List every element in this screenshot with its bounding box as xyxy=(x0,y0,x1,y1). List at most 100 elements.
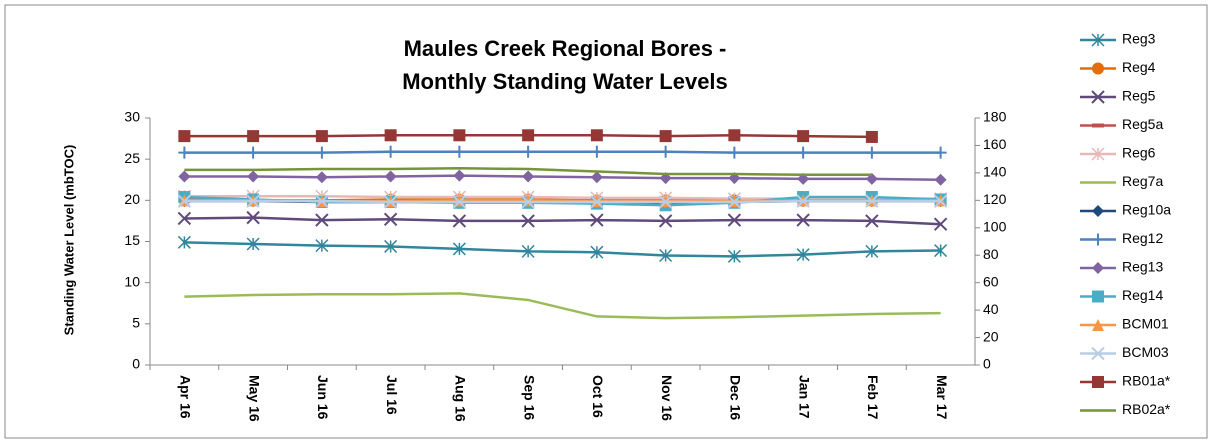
legend-marker xyxy=(1092,319,1104,331)
series-line xyxy=(184,241,941,258)
data-point xyxy=(865,244,879,258)
series-line xyxy=(184,199,941,204)
series-line xyxy=(184,292,941,320)
y-tick-label: 20 xyxy=(124,191,140,207)
legend-marker xyxy=(1092,205,1104,217)
x-tick-label: Jan 17 xyxy=(796,375,812,419)
data-point xyxy=(659,130,672,143)
data-point xyxy=(246,237,260,251)
data-point xyxy=(659,248,673,263)
data-point xyxy=(728,146,741,159)
y-tick-label: 5 xyxy=(132,315,140,331)
data-point xyxy=(521,244,535,258)
legend-label: Reg10a xyxy=(1122,202,1171,218)
data-point xyxy=(177,211,192,226)
data-point xyxy=(178,130,191,143)
legend-marker xyxy=(1092,233,1104,246)
data-point xyxy=(452,214,467,228)
series-line xyxy=(184,166,872,177)
data-point xyxy=(383,212,398,226)
legend-marker xyxy=(1091,147,1105,161)
y-tick-label: 10 xyxy=(124,273,140,289)
legend-label: RB02a* xyxy=(1122,401,1171,417)
data-point xyxy=(452,195,467,209)
data-point xyxy=(865,130,878,143)
data-point xyxy=(590,195,604,209)
series-line xyxy=(184,216,941,226)
data-point xyxy=(797,146,810,159)
y-tick-label: 25 xyxy=(124,150,140,166)
data-point xyxy=(452,242,466,256)
x-tick-label: Jul 16 xyxy=(384,375,400,415)
y2-tick-label: 40 xyxy=(983,301,999,317)
x-tick-label: Oct 16 xyxy=(590,375,606,418)
y2-tick-label: 160 xyxy=(983,136,1007,152)
data-point xyxy=(590,129,603,142)
series-line xyxy=(184,194,941,200)
data-point xyxy=(727,249,741,263)
data-point xyxy=(590,245,604,259)
y2-tick-label: 120 xyxy=(983,191,1007,207)
y-tick-label: 0 xyxy=(132,356,140,372)
y2-tick-label: 100 xyxy=(983,218,1007,234)
legend-label: Reg3 xyxy=(1122,31,1156,47)
data-point xyxy=(590,171,603,184)
y2-tick-label: 60 xyxy=(983,273,999,289)
data-point xyxy=(384,170,397,183)
y2-tick-label: 140 xyxy=(983,164,1007,180)
data-point xyxy=(453,169,466,182)
data-point xyxy=(315,194,329,208)
data-point xyxy=(933,194,948,208)
data-point xyxy=(796,248,810,262)
data-point xyxy=(797,130,810,143)
data-point xyxy=(453,194,466,207)
legend-marker xyxy=(1092,62,1104,75)
data-point xyxy=(247,146,260,159)
legend-label: Reg7a xyxy=(1122,173,1163,189)
legend-marker xyxy=(1092,376,1104,388)
data-point xyxy=(384,129,397,142)
data-point xyxy=(590,145,603,158)
data-point xyxy=(315,213,329,227)
data-point xyxy=(246,194,260,208)
legend-label: Reg6 xyxy=(1122,145,1156,161)
legend-label: BCM01 xyxy=(1122,316,1169,332)
data-point xyxy=(315,171,328,184)
data-point xyxy=(521,214,535,228)
data-point xyxy=(796,194,810,208)
data-point xyxy=(384,239,398,253)
x-tick-label: Sep 16 xyxy=(521,375,537,420)
data-point xyxy=(934,244,948,258)
data-point xyxy=(247,130,260,143)
x-tick-label: Feb 17 xyxy=(865,375,881,420)
y2-tick-label: 0 xyxy=(983,356,991,372)
x-tick-label: Aug 16 xyxy=(453,375,469,422)
data-point xyxy=(658,195,673,209)
legend-label: Reg12 xyxy=(1122,230,1163,246)
y-tick-label: 30 xyxy=(124,109,140,125)
y-axis-label: Standing Water Level (mbTOC) xyxy=(61,145,76,336)
data-point xyxy=(315,130,328,143)
chart-border xyxy=(4,4,1208,439)
y2-tick-label: 80 xyxy=(983,246,999,262)
legend-label: Reg4 xyxy=(1122,59,1156,75)
x-tick-label: May 16 xyxy=(246,375,262,422)
data-point xyxy=(659,145,672,158)
x-tick-label: Apr 16 xyxy=(178,375,194,419)
y2-tick-label: 20 xyxy=(983,328,999,344)
data-point xyxy=(178,170,191,183)
data-point xyxy=(934,173,947,186)
legend-marker xyxy=(1092,262,1104,274)
data-point xyxy=(178,146,191,159)
legend-marker xyxy=(1092,290,1104,303)
legend-label: BCM03 xyxy=(1122,344,1169,360)
legend-marker xyxy=(1091,346,1105,361)
y-tick-label: 15 xyxy=(124,232,140,248)
data-point xyxy=(522,194,535,207)
data-point xyxy=(727,213,742,227)
chart-title: Maules Creek Regional Bores - xyxy=(404,36,727,61)
legend-marker xyxy=(1091,90,1105,104)
data-point xyxy=(177,235,191,249)
data-point xyxy=(383,195,398,209)
